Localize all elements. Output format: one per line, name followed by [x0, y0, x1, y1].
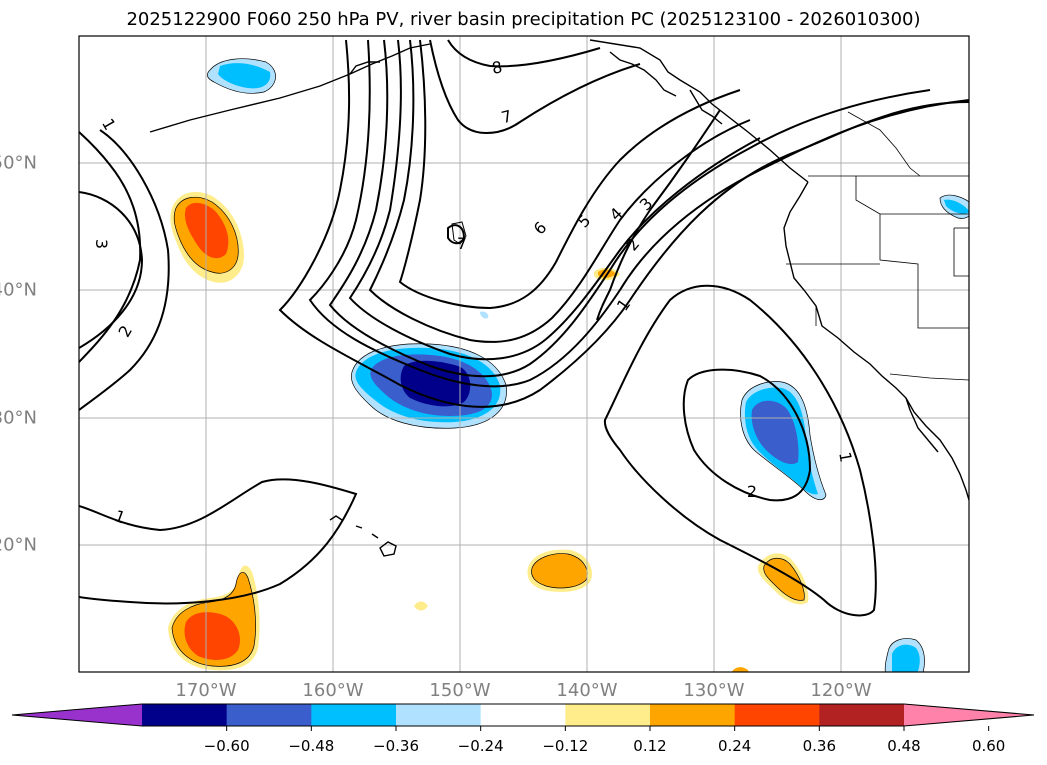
colorbar-segment	[819, 704, 905, 726]
longitude-label: 170°W	[175, 680, 237, 701]
colorbar-tick-label: −0.48	[288, 737, 335, 755]
longitude-label: 150°W	[429, 680, 491, 701]
political-borders	[786, 111, 969, 381]
contour-label: 2	[114, 322, 136, 340]
contour-label: 1	[112, 506, 128, 527]
colorbar-tick-label: 0.36	[802, 737, 837, 755]
map-frame	[78, 35, 970, 673]
contour-label: 5	[574, 211, 595, 232]
colorbar-segment	[142, 704, 228, 726]
colorbar	[11, 703, 1035, 731]
colorbar-segment	[565, 704, 651, 726]
contour-label: 8	[490, 57, 503, 77]
negative-precip-areas	[207, 58, 969, 672]
colorbar-segment	[480, 704, 566, 726]
longitude-label: 120°W	[810, 680, 872, 701]
latitude-label: 20°N	[0, 534, 37, 556]
coastlines	[149, 39, 969, 557]
colorbar-segment	[734, 704, 820, 726]
colorbar-tick-label: −0.24	[457, 737, 504, 755]
colorbar-extension-high	[904, 704, 1034, 726]
colorbar-tick-label: 0.12	[633, 737, 667, 755]
latitude-label: 40°N	[0, 279, 37, 301]
colorbar-segment	[226, 704, 312, 726]
map-title: 2025122900 F060 250 hPa PV, river basin …	[126, 9, 921, 30]
colorbar-segment	[311, 704, 397, 726]
map-panel: 8 7 7 6 5 4 3 2 1 3 2 1 1 1 2	[79, 36, 969, 672]
colorbar-tick-label: 0.24	[717, 737, 752, 755]
contour-label: 7	[499, 106, 514, 127]
longitude-label: 160°W	[302, 680, 364, 701]
positive-precip-areas	[168, 192, 809, 672]
colorbar-outline	[11, 703, 1035, 727]
colorbar-tick-label: 0.48	[887, 737, 921, 755]
contour-label: 1	[835, 450, 855, 463]
colorbar-tick-label: −0.60	[203, 737, 250, 755]
latitude-label: 30°N	[0, 407, 37, 429]
contour-label: 2	[747, 482, 757, 501]
contour-label: 3	[92, 239, 111, 249]
colorbar-tick-label: −0.36	[373, 737, 419, 755]
colorbar-segment	[396, 704, 482, 726]
longitude-label: 140°W	[556, 680, 618, 701]
contour-label: 6	[530, 218, 551, 239]
pv-contours	[79, 39, 969, 617]
colorbar-tick-label: −0.12	[542, 737, 589, 755]
colorbar-tick-label: 0.60	[971, 737, 1006, 755]
contour-label: 7	[457, 234, 467, 253]
precip-area-pos-central	[531, 553, 588, 589]
colorbar-extension-low	[12, 704, 142, 726]
latitude-label: 50°N	[0, 152, 37, 174]
colorbar-segment	[650, 704, 736, 726]
pv-contour-labels: 8 7 7 6 5 4 3 2 1 3 2 1 1 1 2	[92, 57, 856, 527]
longitude-label: 130°W	[683, 680, 745, 701]
graticule	[79, 36, 969, 672]
